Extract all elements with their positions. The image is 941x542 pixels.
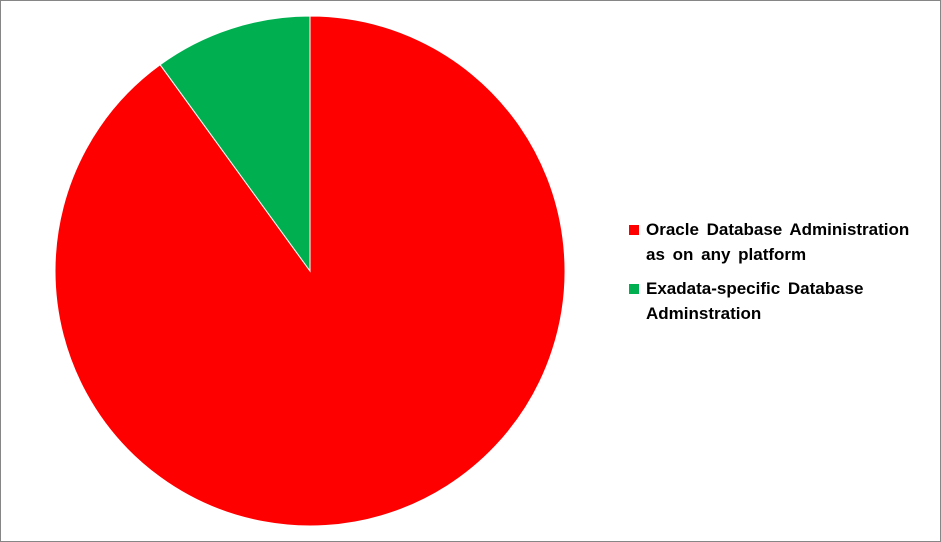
legend-swatch	[629, 225, 639, 235]
legend-label: Exadata-specific Database Adminstration	[646, 279, 864, 323]
legend-item: Oracle Database Administration as on any…	[629, 217, 929, 267]
pie-slice	[159, 15, 311, 273]
legend: Oracle Database Administration as on any…	[629, 217, 929, 335]
pie-slice	[54, 15, 566, 527]
legend-item: Exadata-specific Database Adminstration	[629, 276, 929, 326]
legend-swatch	[629, 284, 639, 294]
legend-label: Oracle Database Administration as on any…	[646, 220, 910, 264]
